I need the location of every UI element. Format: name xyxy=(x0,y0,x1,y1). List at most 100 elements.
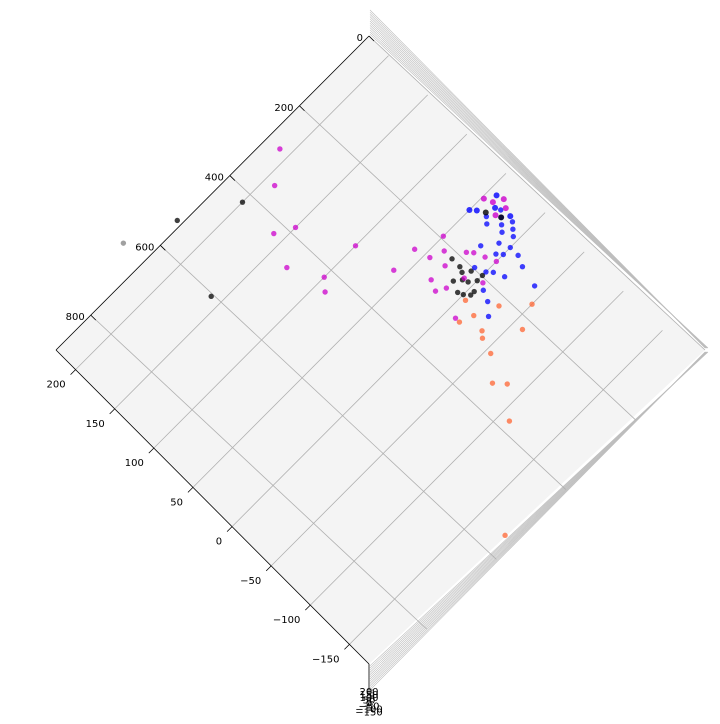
data-point xyxy=(488,350,494,357)
cluster-point xyxy=(500,196,507,203)
y-tick-mark xyxy=(187,487,194,493)
cluster-point xyxy=(482,209,489,216)
data-point xyxy=(454,289,461,296)
data-point xyxy=(482,254,488,260)
data-point xyxy=(443,285,450,291)
x-tick-label: 600 xyxy=(135,242,154,253)
grid-lines xyxy=(75,35,706,645)
cluster-point xyxy=(480,195,487,202)
data-point xyxy=(471,288,477,295)
cluster-point xyxy=(492,212,499,219)
data-point xyxy=(284,264,290,271)
cluster-point xyxy=(473,207,480,214)
data-point xyxy=(120,240,127,246)
x-tick-mark xyxy=(90,314,97,321)
data-point xyxy=(493,251,499,257)
x-grid-line xyxy=(368,35,706,351)
data-point xyxy=(452,315,459,321)
y-tick-mark xyxy=(344,644,350,650)
data-point xyxy=(450,278,457,284)
cluster-point xyxy=(489,199,496,206)
data-point xyxy=(480,287,487,293)
y-grid-line xyxy=(114,94,428,410)
data-point xyxy=(490,269,497,276)
data-point xyxy=(480,280,486,286)
y-tick-label: −50 xyxy=(240,576,261,587)
y-tick-mark xyxy=(226,526,233,532)
data-point xyxy=(496,240,502,246)
z-tick-label: −50 xyxy=(358,702,379,713)
data-point xyxy=(432,288,439,294)
y-grid-line xyxy=(231,212,546,527)
data-point xyxy=(499,229,505,235)
x-tick-label: 0 xyxy=(357,33,363,44)
cluster-point xyxy=(498,214,505,221)
data-point xyxy=(501,274,508,280)
data-point xyxy=(456,319,463,325)
y-grid-line xyxy=(153,133,468,449)
data-point xyxy=(352,243,359,249)
back-pane xyxy=(56,36,705,664)
tick-labels: 0200400600800200150100500−50−100−1502001… xyxy=(46,33,382,718)
z-tick-label: 200 xyxy=(359,687,378,698)
cluster-point xyxy=(493,192,500,199)
pane-edge-upper xyxy=(369,33,709,349)
data-point xyxy=(322,289,328,295)
data-point xyxy=(468,268,474,274)
data-point xyxy=(277,146,283,152)
y-grid-line xyxy=(349,330,663,645)
y-tick-label: 150 xyxy=(86,419,105,430)
data-point xyxy=(457,264,463,270)
x-grid-line xyxy=(160,245,497,560)
data-point xyxy=(474,277,480,284)
z-tick-label: 150 xyxy=(359,690,378,701)
data-point xyxy=(440,233,447,239)
data-point xyxy=(463,249,470,256)
data-point xyxy=(271,230,277,237)
data-point xyxy=(483,269,489,275)
z-tick-label: −150 xyxy=(355,707,382,718)
data-point xyxy=(529,301,535,307)
data-point xyxy=(292,224,299,231)
data-point xyxy=(510,233,517,240)
x-axis-line xyxy=(55,35,370,351)
data-point xyxy=(471,312,477,319)
data-point xyxy=(506,418,513,424)
z-tick-label: 100 xyxy=(359,693,378,704)
data-point xyxy=(449,256,455,262)
y-grid-line xyxy=(192,173,507,488)
data-point xyxy=(478,243,484,249)
data-point xyxy=(208,293,214,300)
data-point xyxy=(507,244,513,251)
data-points xyxy=(120,146,538,539)
data-point xyxy=(441,248,447,254)
y-tick-mark xyxy=(109,408,115,415)
y-tick-label: 50 xyxy=(170,497,183,508)
data-point xyxy=(489,380,496,386)
axes xyxy=(55,35,375,711)
back-pane-face xyxy=(56,36,705,664)
data-point xyxy=(509,219,516,225)
data-point xyxy=(493,258,500,265)
cluster-point xyxy=(507,213,514,220)
data-point xyxy=(519,264,526,270)
data-point xyxy=(460,291,467,298)
y-tick-label: 200 xyxy=(46,380,65,391)
data-point xyxy=(479,335,486,341)
data-point xyxy=(174,217,180,224)
data-point xyxy=(461,275,467,281)
x-tick-mark xyxy=(299,105,305,112)
y-tick-label: −100 xyxy=(273,615,300,626)
y-axis-line xyxy=(55,349,370,665)
y-grid-line xyxy=(310,290,624,606)
z-tick-label: 0 xyxy=(366,699,372,710)
data-point xyxy=(428,277,434,283)
data-point xyxy=(465,279,471,285)
cluster-point xyxy=(466,207,473,214)
data-point xyxy=(479,328,485,334)
pane-edges xyxy=(369,9,709,691)
cluster-point xyxy=(502,205,509,212)
data-point xyxy=(468,292,474,298)
data-point xyxy=(531,283,538,289)
